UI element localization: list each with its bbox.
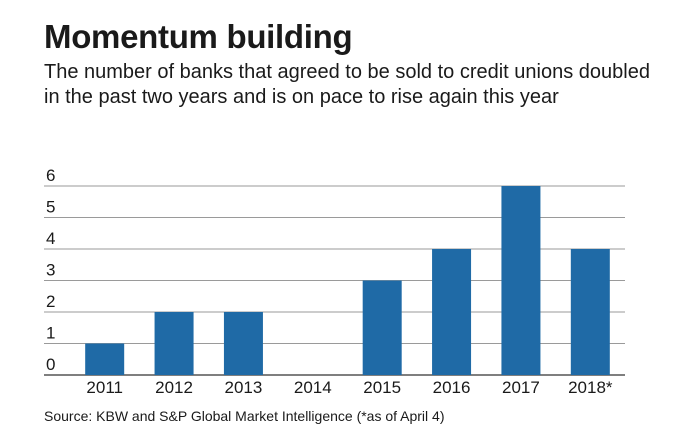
chart-title: Momentum building (44, 18, 353, 55)
bar-2017 (501, 186, 541, 375)
y-tick-label: 3 (46, 261, 55, 280)
bar-2016 (432, 249, 472, 375)
bar-2011 (85, 343, 125, 375)
bar-2018 (570, 249, 610, 375)
x-tick-label: 2014 (294, 378, 332, 397)
x-tick-label: 2011 (86, 378, 123, 397)
x-tick-label: 2016 (433, 378, 471, 397)
y-axis-tick-labels: 0 1 2 3 4 5 6 (46, 166, 55, 374)
y-tick-label: 6 (46, 166, 55, 185)
x-axis-tick-labels: 2011 2012 2013 2014 2015 2016 2017 2018* (86, 378, 613, 397)
x-tick-label: 2015 (363, 378, 401, 397)
chart-subtitle: The number of banks that agreed to be so… (44, 61, 650, 108)
source-note: Source: KBW and S&P Global Market Intell… (44, 408, 445, 424)
x-tick-label: 2017 (502, 378, 540, 397)
bars (85, 186, 610, 375)
y-tick-label: 4 (46, 229, 55, 248)
x-tick-label: 2013 (225, 378, 263, 397)
y-tick-label: 5 (46, 198, 55, 217)
x-tick-label: 2018* (568, 378, 613, 397)
bar-2013 (223, 312, 263, 375)
bar-2012 (154, 312, 194, 375)
y-tick-label: 1 (46, 324, 55, 343)
x-tick-label: 2012 (155, 378, 193, 397)
y-tick-label: 2 (46, 292, 55, 311)
y-tick-label: 0 (46, 355, 55, 374)
bar-2015 (362, 280, 402, 375)
